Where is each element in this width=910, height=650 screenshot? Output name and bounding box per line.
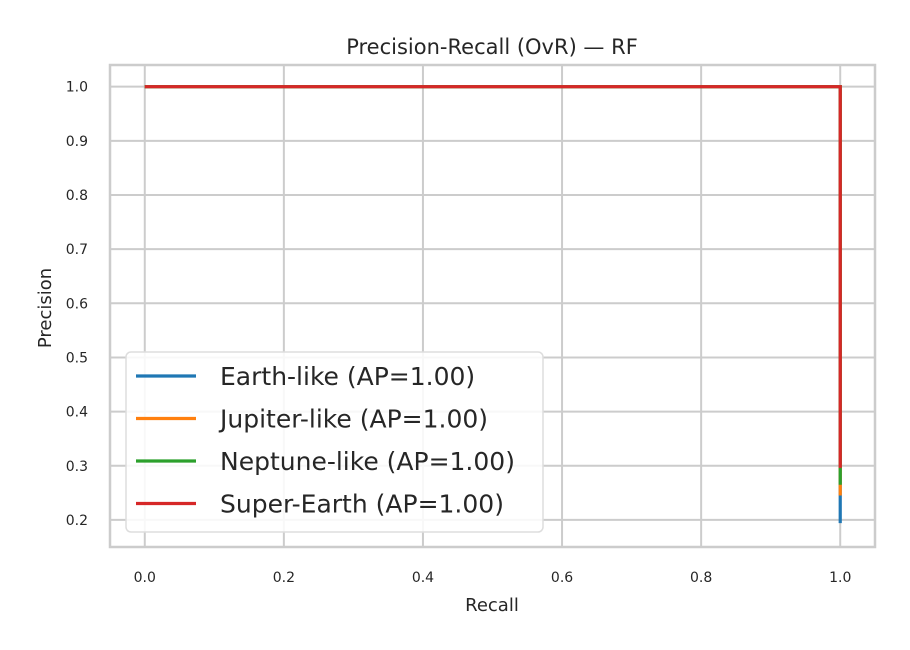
series-lines <box>144 85 842 524</box>
y-tick-label: 0.4 <box>66 405 88 421</box>
y-tick-label: 0.2 <box>66 513 88 529</box>
y-tick-label: 0.3 <box>66 459 88 475</box>
plot-frame <box>108 63 877 549</box>
chart-title: Precision-Recall (OvR) — RF <box>346 35 638 59</box>
y-tick-label: 0.8 <box>66 188 88 204</box>
y-tick-label: 0.5 <box>66 350 88 366</box>
x-tick-label: 0.0 <box>134 570 156 586</box>
legend-label-3: Super-Earth (AP=1.00) <box>220 490 504 519</box>
y-tick-label: 1.0 <box>66 80 88 96</box>
legend-label-0: Earth-like (AP=1.00) <box>220 362 475 391</box>
x-axis-label: Recall <box>465 595 519 616</box>
y-tick-label: 0.6 <box>66 296 88 312</box>
legend-label-1: Jupiter-like (AP=1.00) <box>218 405 488 434</box>
legend: Earth-like (AP=1.00) Jupiter-like (AP=1.0… <box>125 351 544 533</box>
x-tick-label: 0.4 <box>412 570 434 586</box>
series-line-3 <box>144 85 842 468</box>
y-tick-labels: 0.2 0.3 0.4 0.5 0.6 0.7 0.8 0.9 1.0 <box>66 80 88 529</box>
y-axis-label: Precision <box>35 268 56 348</box>
y-tick-label: 0.9 <box>66 134 88 150</box>
y-tick-label: 0.7 <box>66 242 88 258</box>
x-tick-label: 0.8 <box>690 570 712 586</box>
legend-label-2: Neptune-like (AP=1.00) <box>220 447 515 476</box>
legend-box <box>125 351 544 533</box>
x-tick-label: 1.0 <box>829 570 851 586</box>
x-tick-label: 0.6 <box>551 570 573 586</box>
x-tick-label: 0.2 <box>273 570 295 586</box>
x-tick-labels: 0.0 0.2 0.4 0.6 0.8 1.0 <box>134 570 852 586</box>
